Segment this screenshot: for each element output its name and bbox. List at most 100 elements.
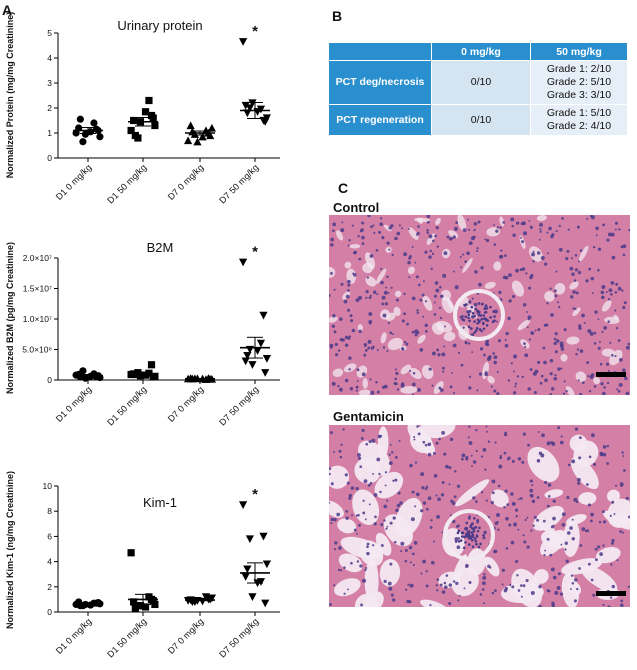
cell-nucleus (465, 342, 468, 345)
cell-nucleus (429, 525, 433, 529)
data-point (248, 99, 257, 108)
y-tick-label: 5.0×10⁶ (22, 345, 52, 355)
cell-nucleus (485, 499, 488, 502)
cell-nucleus (497, 484, 501, 488)
y-axis-label: Normalized Kim-1 (ng/mg Creatinine) (5, 471, 15, 629)
cell-nucleus (524, 353, 529, 358)
cell-nucleus (554, 350, 558, 354)
cell-nucleus (430, 267, 433, 270)
cell-nucleus (333, 330, 337, 334)
glomerulus-nucleus (475, 534, 479, 537)
tubule-lumen (343, 363, 357, 373)
cell-nucleus (561, 512, 566, 517)
cell-nucleus (398, 439, 401, 442)
cell-dose-50: Grade 1: 5/10 Grade 2: 4/10 (530, 104, 628, 136)
cell-nucleus (619, 530, 623, 533)
tubule-lumen (575, 371, 587, 382)
cell-nucleus (573, 497, 578, 502)
cell-nucleus (529, 494, 532, 497)
cell-nucleus (385, 286, 388, 289)
cell-nucleus (389, 521, 393, 525)
glomerulus-nucleus (471, 527, 474, 530)
cell-nucleus (415, 233, 418, 236)
cell-nucleus (338, 449, 342, 453)
tubule-lumen (613, 314, 619, 321)
histopathology-grade-table: 0 mg/kg 50 mg/kg PCT deg/necrosis 0/10 G… (328, 42, 628, 136)
cell-nucleus (492, 352, 495, 355)
cell-nucleus (403, 252, 408, 257)
tubule-lumen (335, 230, 344, 241)
cell-nucleus (440, 294, 444, 299)
cell-nucleus (504, 587, 508, 591)
cell-nucleus (452, 391, 456, 395)
cell-nucleus (445, 464, 449, 469)
cell-nucleus (494, 441, 497, 444)
cell-nucleus (602, 520, 607, 524)
cell-nucleus (412, 563, 415, 567)
tubule-lumen (580, 565, 618, 592)
cell-nucleus (372, 224, 375, 227)
cell-nucleus (363, 479, 368, 484)
cell-nucleus (517, 498, 520, 501)
cell-nucleus (425, 584, 429, 588)
cell-nucleus (388, 453, 391, 456)
cell-nucleus (347, 308, 351, 312)
y-tick-label: 1.5×10⁷ (23, 284, 52, 294)
tubule-lumen (364, 559, 379, 603)
cell-nucleus (590, 373, 595, 377)
cell-nucleus (390, 286, 393, 289)
tubule-lumen (329, 266, 336, 278)
cell-nucleus (433, 294, 437, 298)
cell-nucleus (597, 318, 600, 321)
cell-nucleus (507, 379, 511, 382)
tubule-lumen (400, 364, 412, 375)
glomerulus-nucleus (471, 533, 475, 537)
significance-marker: * (252, 486, 258, 503)
cell-nucleus (347, 283, 351, 287)
cell-nucleus (546, 504, 550, 508)
cell-nucleus (579, 544, 583, 547)
cell-nucleus (493, 224, 495, 226)
cell-nucleus (595, 226, 599, 231)
tubule-lumen (376, 268, 387, 284)
cell-nucleus (555, 270, 558, 273)
cell-nucleus (425, 485, 429, 488)
cell-nucleus (546, 537, 550, 541)
glomerulus-nucleus (457, 529, 461, 533)
y-tick-label: 0 (47, 153, 52, 163)
cell-nucleus (544, 480, 548, 485)
cell-nucleus (396, 388, 400, 391)
tubule-lumen (527, 446, 560, 483)
cell-nucleus (395, 371, 399, 375)
cell-nucleus (444, 325, 446, 328)
cell-nucleus (511, 224, 514, 228)
cell-nucleus (448, 237, 453, 241)
data-point (90, 119, 98, 127)
cell-nucleus (370, 390, 375, 395)
cell-nucleus (499, 226, 502, 229)
cell-nucleus (549, 393, 553, 395)
cell-nucleus (353, 528, 357, 532)
cell-nucleus (347, 289, 350, 292)
cell-nucleus (394, 377, 398, 381)
cell-nucleus (337, 384, 340, 388)
cell-nucleus (356, 532, 358, 535)
cell-nucleus (571, 272, 575, 276)
cell-nucleus (441, 366, 445, 370)
cell-nucleus (424, 487, 428, 491)
cell-nucleus (494, 309, 498, 314)
gentamicin-histology-image (329, 425, 630, 607)
glomerulus-nucleus (459, 539, 463, 542)
cell-nucleus (550, 441, 554, 444)
cell-nucleus (610, 541, 614, 545)
cell-nucleus (369, 254, 374, 258)
cell-nucleus (386, 275, 389, 279)
cell-nucleus (421, 293, 425, 297)
tubule-lumen (380, 332, 387, 344)
tubule-lumen (601, 300, 612, 312)
glomerulus-nucleus (464, 541, 467, 544)
data-point (241, 357, 250, 366)
cell-nucleus (562, 392, 566, 395)
cell-nucleus (333, 451, 335, 453)
cell-nucleus (376, 293, 379, 296)
